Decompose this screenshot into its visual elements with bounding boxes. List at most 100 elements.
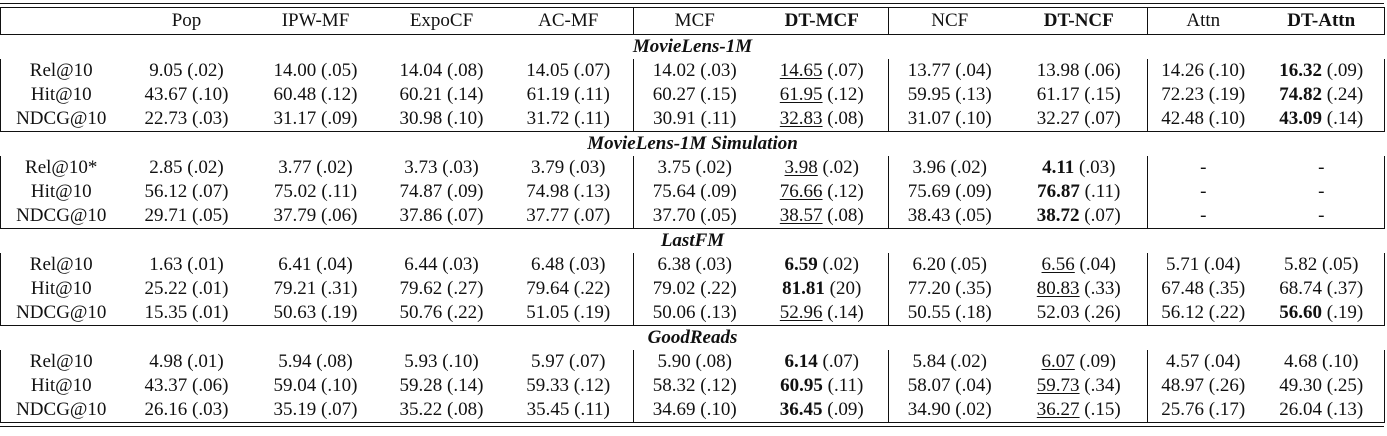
cell-std: (.12)	[700, 375, 737, 396]
cell-value: 38.43	[907, 205, 951, 226]
cell-value: 4.68	[1284, 351, 1318, 372]
cell-std: (.07)	[569, 351, 606, 372]
cell-value: 3.98	[784, 157, 818, 178]
table-cell: 5.97 (.07)	[503, 350, 634, 374]
table-cell: 52.03 (.26)	[1010, 301, 1148, 326]
cell-std: (.09)	[955, 181, 992, 202]
table-cell: 59.28 (.14)	[380, 374, 504, 398]
cell-std: (.07)	[1084, 205, 1121, 226]
header-pop: Pop	[121, 7, 252, 35]
cell-std: (.08)	[316, 351, 353, 372]
cell-std: (.11)	[574, 108, 610, 129]
section-header-row: MovieLens-1M Simulation	[0, 131, 1385, 156]
cell-value: 60.48	[273, 84, 317, 105]
metric-label: NDCG@10	[0, 107, 122, 132]
table-cell: 9.05 (.02)	[122, 59, 252, 83]
cell-std: (.03)	[442, 254, 479, 275]
cell-std: (.08)	[447, 399, 484, 420]
table-cell: 59.95 (.13)	[889, 83, 1011, 107]
cell-std: (.03)	[442, 157, 479, 178]
cell-value: 13.77	[907, 60, 951, 81]
table-cell: 6.07 (.09)	[1010, 350, 1148, 374]
cell-value: 61.95	[779, 84, 823, 105]
header-ncf: NCF	[888, 7, 1011, 35]
table-cell: 37.70 (.05)	[633, 204, 756, 229]
table-cell: 6.14 (.07)	[755, 350, 889, 374]
cell-value: 76.87	[1037, 181, 1080, 202]
table-cell: -	[1258, 180, 1385, 204]
table-cell: 16.32 (.09)	[1258, 59, 1385, 83]
table-cell: 5.71 (.04)	[1148, 253, 1259, 277]
cell-value: 3.79	[531, 157, 565, 178]
cell-std: (.12)	[827, 84, 864, 105]
section-title: MovieLens-1M Simulation	[0, 131, 1385, 156]
cell-value: 79.64	[526, 278, 570, 299]
metric-label: Hit@10	[0, 180, 122, 204]
table-cell: 6.48 (.03)	[503, 253, 634, 277]
cell-std: (.11)	[700, 108, 737, 129]
cell-value: 37.70	[652, 205, 696, 226]
cell-std: (.08)	[695, 351, 732, 372]
cell-value: 15.35	[144, 302, 188, 323]
table-cell: 75.64 (.09)	[634, 180, 756, 204]
cell-std: (.01)	[192, 278, 229, 299]
cell-std: (.13)	[955, 84, 992, 105]
cell-std: (.17)	[1208, 399, 1246, 420]
cell-value: 25.76	[1161, 399, 1205, 420]
cell-value: 35.19	[273, 399, 317, 420]
cell-std: (.07)	[573, 60, 611, 81]
table-cell: 2.85 (.02)	[122, 156, 252, 180]
table-cell: 68.74 (.37)	[1258, 277, 1385, 301]
cell-std: (.02)	[955, 399, 992, 420]
cell-std: (.03)	[569, 157, 606, 178]
cell-std: (.11)	[1084, 181, 1121, 202]
results-table-container: Pop IPW-MF ExpoCF AC-MF MCF DT-MCF NCF D…	[0, 3, 1385, 427]
cell-std: (.09)	[321, 108, 358, 129]
table-cell: 56.60 (.19)	[1258, 301, 1385, 326]
table-cell: 79.02 (.22)	[634, 277, 756, 301]
cell-value: 43.09	[1279, 108, 1323, 129]
table-cell: -	[1147, 204, 1259, 229]
table-cell: 25.76 (.17)	[1147, 398, 1259, 423]
cell-value: 50.76	[399, 302, 443, 323]
cell-std: (.04)	[1079, 254, 1116, 275]
cell-std: (.09)	[1079, 351, 1116, 372]
cell-std: (.19)	[1326, 302, 1364, 323]
table-cell: 32.27 (.07)	[1010, 107, 1148, 132]
metric-label: Rel@10	[0, 253, 122, 277]
table-cell: 58.07 (.04)	[889, 374, 1011, 398]
cell-value: 6.14	[784, 351, 818, 372]
cell-value: 14.04	[399, 60, 443, 81]
cell-value: 3.73	[404, 157, 438, 178]
cell-value: 4.98	[149, 351, 183, 372]
table-cell: 30.91 (.11)	[633, 107, 756, 132]
metric-text: NDCG@10	[16, 108, 107, 129]
metric-text: Hit@10	[30, 181, 92, 202]
cell-value: 81.81	[782, 278, 825, 299]
metric-label: Rel@10	[0, 59, 122, 83]
metric-label: NDCG@10	[0, 301, 122, 326]
table-cell: 13.77 (.04)	[889, 59, 1011, 83]
cell-std: (.26)	[1084, 302, 1121, 323]
table-cell: 4.57 (.04)	[1148, 350, 1259, 374]
cell-std: (.27)	[447, 278, 484, 299]
table-cell: 38.43 (.05)	[888, 204, 1011, 229]
cell-value: 60.21	[399, 84, 443, 105]
cell-std: (.01)	[187, 254, 224, 275]
metric-text: NDCG@10	[16, 205, 107, 226]
cell-value: -	[1200, 205, 1207, 226]
cell-value: 52.96	[779, 302, 823, 323]
cell-value: -	[1318, 181, 1325, 202]
cell-std: (.22)	[1208, 302, 1246, 323]
table-cell: 61.95 (.12)	[755, 83, 889, 107]
table-cell: 30.98 (.10)	[379, 107, 504, 132]
table-row: NDCG@10 22.73 (.03) 31.17 (.09) 30.98 (.10)…	[0, 107, 1385, 132]
table-cell: 3.79 (.03)	[503, 156, 634, 180]
cell-value: 6.38	[657, 254, 691, 275]
cell-value: 14.02	[652, 60, 696, 81]
table-cell: 60.21 (.14)	[380, 83, 504, 107]
table-cell: 35.19 (.07)	[251, 398, 380, 423]
cell-value: 58.07	[907, 375, 951, 396]
cell-value: 9.05	[149, 60, 183, 81]
cell-value: 36.27	[1036, 399, 1080, 420]
